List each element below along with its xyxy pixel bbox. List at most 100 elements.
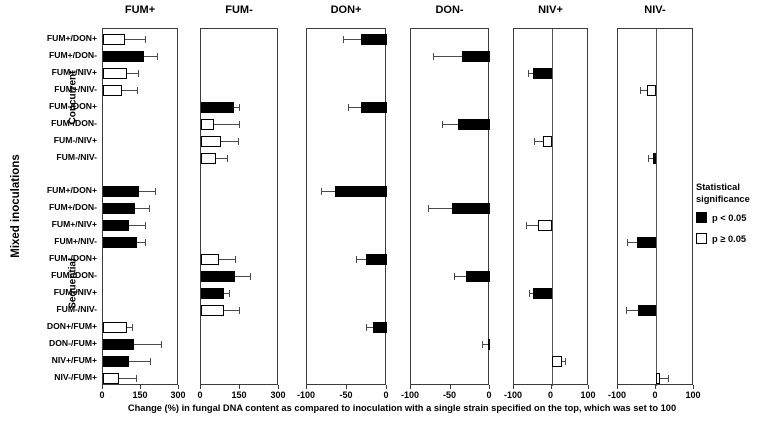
axis-tick-label: 150 [132,390,148,400]
error-bar [454,276,467,277]
row-label: FUM+/DON- [49,202,97,212]
error-bar [533,141,544,142]
axis-tick-label: 100 [580,390,596,400]
panel-title: FUM- [225,4,253,16]
error-bar-cap [235,256,237,263]
bar [637,305,656,316]
bar [103,237,137,248]
bar [103,85,123,96]
axis-tick [239,385,240,389]
error-bar [216,158,227,159]
error-bar [133,344,161,345]
bar [551,356,562,367]
error-bar-cap [366,324,368,331]
x-axis-caption: Change (%) in fungal DNA content as comp… [127,403,677,413]
bar [201,271,236,282]
row-label: FUM-/NIV- [56,152,97,162]
error-bar-cap [321,188,323,195]
error-bar [482,344,488,345]
legend-title: Statistical significance [696,182,750,204]
bar [335,186,387,197]
bar [103,34,125,45]
zero-line [656,29,657,386]
row-label: FUM+/NIV- [54,236,97,246]
row-label: FUM-/DON- [51,270,97,280]
panel-box [102,28,178,385]
error-bar [122,90,137,91]
zero-line [551,29,553,386]
error-bar-cap [237,138,239,145]
row-label: FUM-/DON+ [49,253,97,263]
error-bar [640,90,647,91]
axis-tick [178,385,179,389]
axis-tick-label: 150 [231,390,247,400]
error-bar-cap [667,375,669,382]
panel-title: NIV- [644,4,666,16]
error-bar [233,107,239,108]
bar [637,237,656,248]
bar [461,51,490,62]
error-bar-cap [533,138,535,145]
bar [103,186,139,197]
axis-tick [306,385,307,389]
error-bar-cap [138,70,140,77]
legend-item-not-significant: p ≥ 0.05 [696,233,759,244]
bar [361,102,387,113]
bar [103,322,127,333]
row-label: FUM+/DON+ [46,33,97,43]
bar [533,68,552,79]
axis-tick-label: -100 [607,390,626,400]
error-bar [347,107,362,108]
axis-tick-label: 300 [170,390,186,400]
panel-title: FUM+ [124,4,156,16]
bar [457,119,490,130]
error-bar-cap [249,273,251,280]
error-bar [355,259,367,260]
error-bar [526,225,538,226]
axis-tick-label: 0 [486,390,492,400]
bar [103,339,134,350]
panel-box [410,28,490,385]
legend-item-significant: p < 0.05 [696,212,759,223]
error-bar-cap [428,205,430,212]
error-bar-cap [149,205,151,212]
panel-title: NIV+ [538,4,563,16]
bar [103,51,144,62]
error-bar-cap [454,273,456,280]
bar [656,373,661,384]
error-bar-cap [226,155,228,162]
error-bar-cap [529,290,531,297]
axis-tick-label: 0 [197,390,203,400]
error-bar-cap [131,324,133,331]
error-bar [561,361,565,362]
bar [487,339,490,350]
bar [103,203,135,214]
bar [103,373,120,384]
bar [201,288,225,299]
error-bar [625,310,638,311]
axis-tick-label: 100 [685,390,701,400]
error-bar [221,141,238,142]
error-bar-cap [640,87,642,94]
error-bar-cap [527,70,529,77]
bar [201,136,222,147]
error-bar [321,191,335,192]
error-bar-cap [355,256,357,263]
error-bar-cap [157,53,159,60]
bar [652,153,656,164]
axis-tick-label: 300 [270,390,286,400]
bar [201,305,224,316]
axis-tick-label: 0 [652,390,658,400]
row-label: FUM+/NIV+ [51,67,97,77]
row-label: FUM+/NIV- [54,84,97,94]
error-bar-cap [144,36,146,43]
error-bar [428,208,453,209]
axis-tick [102,385,103,389]
error-bar-cap [238,104,240,111]
error-bar [119,378,136,379]
axis-tick [449,385,451,389]
axis-tick [513,385,514,389]
bar [366,254,387,265]
legend-item-label: p ≥ 0.05 [712,233,747,244]
bar [373,322,387,333]
